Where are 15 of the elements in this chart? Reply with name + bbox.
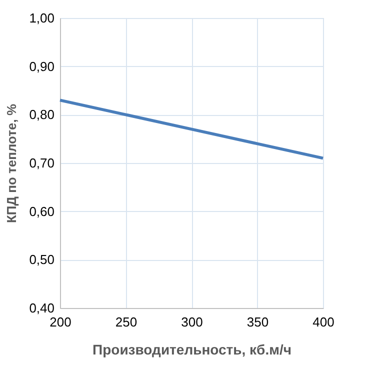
y-tick-label: 0,90 (29, 58, 54, 74)
x-tick-label: 350 (246, 314, 269, 330)
x-tick-label: 300 (181, 314, 203, 330)
y-tick-label: 0,60 (29, 204, 54, 219)
x-tick-label: 400 (312, 314, 334, 330)
x-tick-label: 200 (50, 314, 72, 330)
y-tick-label: 1,00 (29, 10, 54, 26)
line-series (58, 98, 324, 160)
y-axis-title: КПД по теплоте, % (4, 104, 20, 224)
y-tick-label: 0,50 (29, 252, 54, 268)
y-tick-label: 0,40 (29, 300, 54, 316)
y-tick-label: 0,70 (29, 156, 54, 170)
x-tick-label: 250 (115, 314, 138, 330)
x-axis-title: Производительность, кб.м/ч (92, 342, 292, 358)
y-tick-label: 0,80 (29, 107, 54, 122)
